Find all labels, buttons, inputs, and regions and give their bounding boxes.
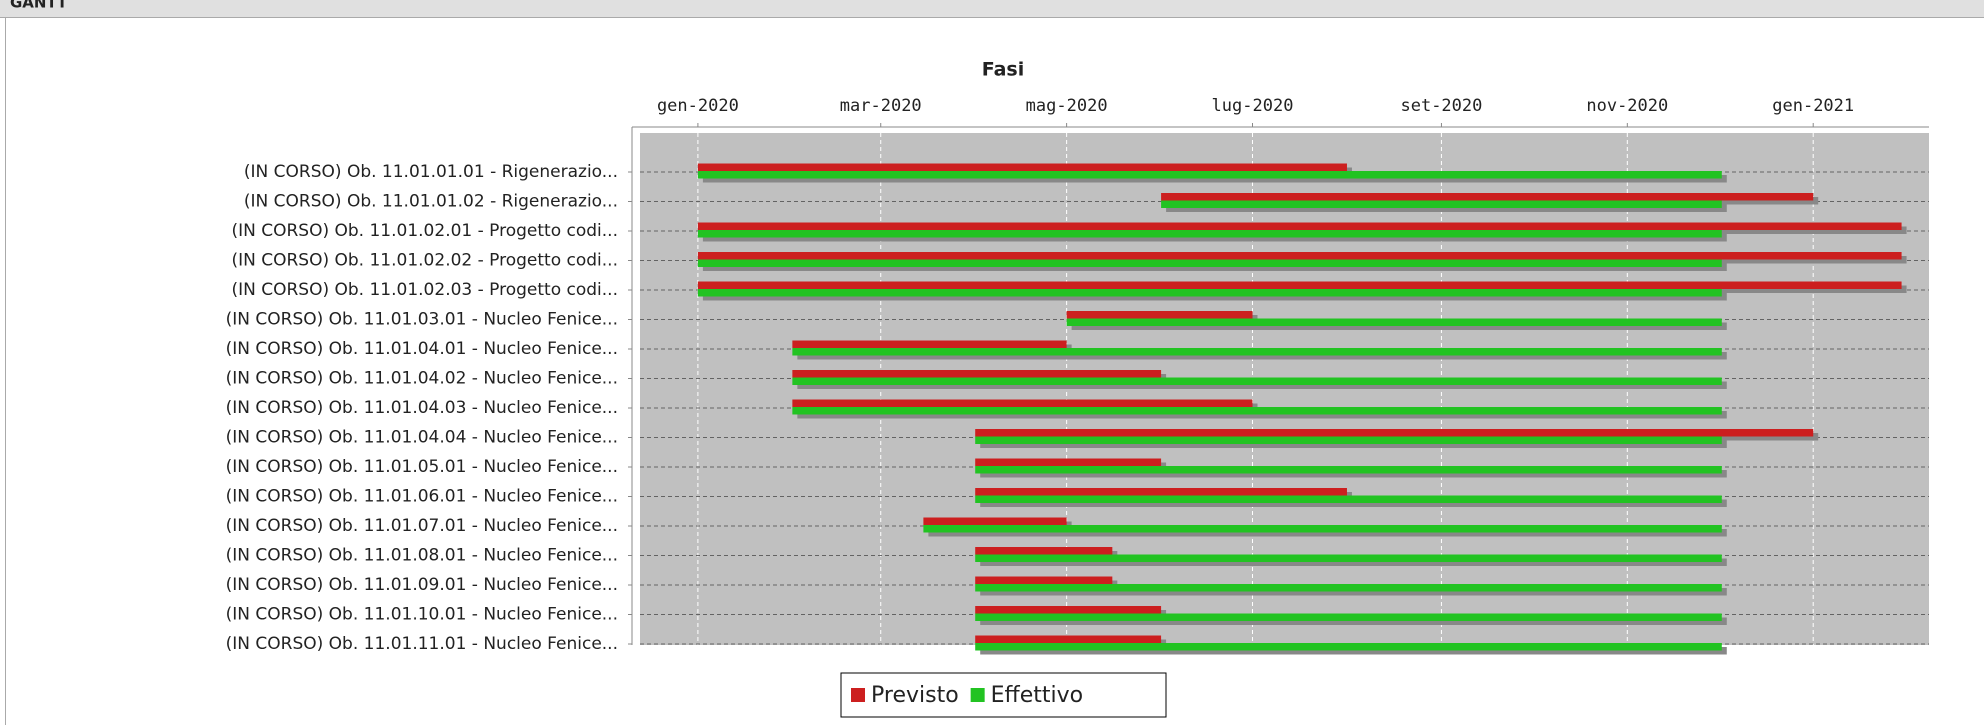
bar	[975, 606, 1162, 614]
bar	[975, 635, 1162, 643]
bar-shadow	[1071, 322, 1727, 330]
x-tick-label: gen-2021	[1772, 96, 1854, 116]
bar-shadow	[928, 529, 1727, 537]
bar	[1161, 200, 1722, 208]
bar	[697, 252, 1902, 260]
bar	[1066, 311, 1253, 319]
legend-swatch	[851, 688, 865, 702]
category-label: (IN CORSO) Ob. 11.01.02.01 - Progetto co…	[231, 221, 618, 241]
bar-shadow	[702, 175, 1727, 183]
x-tick-label: lug-2020	[1212, 96, 1294, 116]
legend-label: Effettivo	[991, 683, 1083, 708]
bar	[792, 377, 1722, 385]
bar	[923, 525, 1722, 533]
bar	[697, 222, 1902, 230]
bar	[697, 289, 1722, 297]
x-tick-label: nov-2020	[1586, 96, 1668, 116]
bar-shadow	[797, 411, 1727, 419]
bar	[697, 163, 1347, 171]
category-label: (IN CORSO) Ob. 11.01.04.02 - Nucleo Feni…	[226, 369, 618, 389]
bar	[792, 340, 1067, 348]
bar-shadow	[980, 558, 1727, 566]
category-label: (IN CORSO) Ob. 11.01.06.01 - Nucleo Feni…	[226, 487, 618, 507]
category-label: (IN CORSO) Ob. 11.01.03.01 - Nucleo Feni…	[226, 310, 618, 330]
bar	[697, 259, 1722, 267]
category-label: (IN CORSO) Ob. 11.01.02.02 - Progetto co…	[231, 251, 618, 271]
bar	[1066, 318, 1722, 326]
bar	[975, 429, 1814, 437]
legend-box	[840, 672, 1167, 718]
category-label: (IN CORSO) Ob. 11.01.04.04 - Nucleo Feni…	[226, 428, 618, 448]
category-label: (IN CORSO) Ob. 11.01.01.01 - Rigenerazio…	[244, 162, 618, 182]
bar	[975, 436, 1722, 444]
category-label: (IN CORSO) Ob. 11.01.08.01 - Nucleo Feni…	[226, 546, 618, 566]
bar	[792, 370, 1162, 378]
bar-shadow	[797, 352, 1727, 360]
bar	[975, 547, 1113, 555]
x-tick-label: set-2020	[1400, 96, 1482, 116]
bar	[792, 399, 1253, 407]
bar-shadow	[980, 470, 1727, 478]
chart-title: Fasi	[982, 59, 1025, 81]
bar-shadow	[702, 263, 1727, 271]
bar-shadow	[980, 588, 1727, 596]
bar	[792, 407, 1722, 415]
bar	[975, 554, 1722, 562]
category-label: (IN CORSO) Ob. 11.01.07.01 - Nucleo Feni…	[226, 516, 618, 536]
bar	[975, 495, 1722, 503]
bar	[975, 466, 1722, 474]
bar-shadow	[797, 381, 1727, 389]
category-label: (IN CORSO) Ob. 11.01.04.03 - Nucleo Feni…	[226, 398, 618, 418]
bar	[923, 517, 1067, 525]
bar-shadow	[980, 499, 1727, 507]
bar	[975, 576, 1113, 584]
bar	[697, 171, 1722, 179]
bar	[975, 584, 1722, 592]
category-label: (IN CORSO) Ob. 11.01.04.01 - Nucleo Feni…	[226, 339, 618, 359]
category-label: (IN CORSO) Ob. 11.01.10.01 - Nucleo Feni…	[226, 605, 618, 625]
bar	[975, 643, 1722, 651]
bar-shadow	[702, 234, 1727, 242]
bar-shadow	[702, 293, 1727, 301]
category-label: (IN CORSO) Ob. 11.01.05.01 - Nucleo Feni…	[226, 457, 618, 477]
bar	[975, 488, 1347, 496]
bar	[975, 613, 1722, 621]
header-title: GANTT	[10, 0, 68, 12]
bar-shadow	[980, 647, 1727, 655]
bar-shadow	[980, 617, 1727, 625]
x-tick-label: mar-2020	[840, 96, 922, 116]
bar	[697, 281, 1902, 289]
category-label: (IN CORSO) Ob. 11.01.11.01 - Nucleo Feni…	[226, 634, 618, 654]
bar	[1161, 193, 1814, 201]
x-tick-label: gen-2020	[657, 96, 739, 116]
bar-shadow	[1166, 204, 1727, 212]
legend-label: Previsto	[871, 683, 959, 708]
x-tick-label: mag-2020	[1026, 96, 1108, 116]
bar	[975, 458, 1162, 466]
bar	[792, 348, 1722, 356]
category-label: (IN CORSO) Ob. 11.01.01.02 - Rigenerazio…	[244, 192, 618, 212]
bar	[697, 230, 1722, 238]
header-bar	[0, 0, 1984, 17]
category-label: (IN CORSO) Ob. 11.01.02.03 - Progetto co…	[231, 280, 618, 300]
category-label: (IN CORSO) Ob. 11.01.09.01 - Nucleo Feni…	[226, 575, 618, 595]
bar-shadow	[980, 440, 1727, 448]
legend-swatch	[970, 688, 985, 702]
